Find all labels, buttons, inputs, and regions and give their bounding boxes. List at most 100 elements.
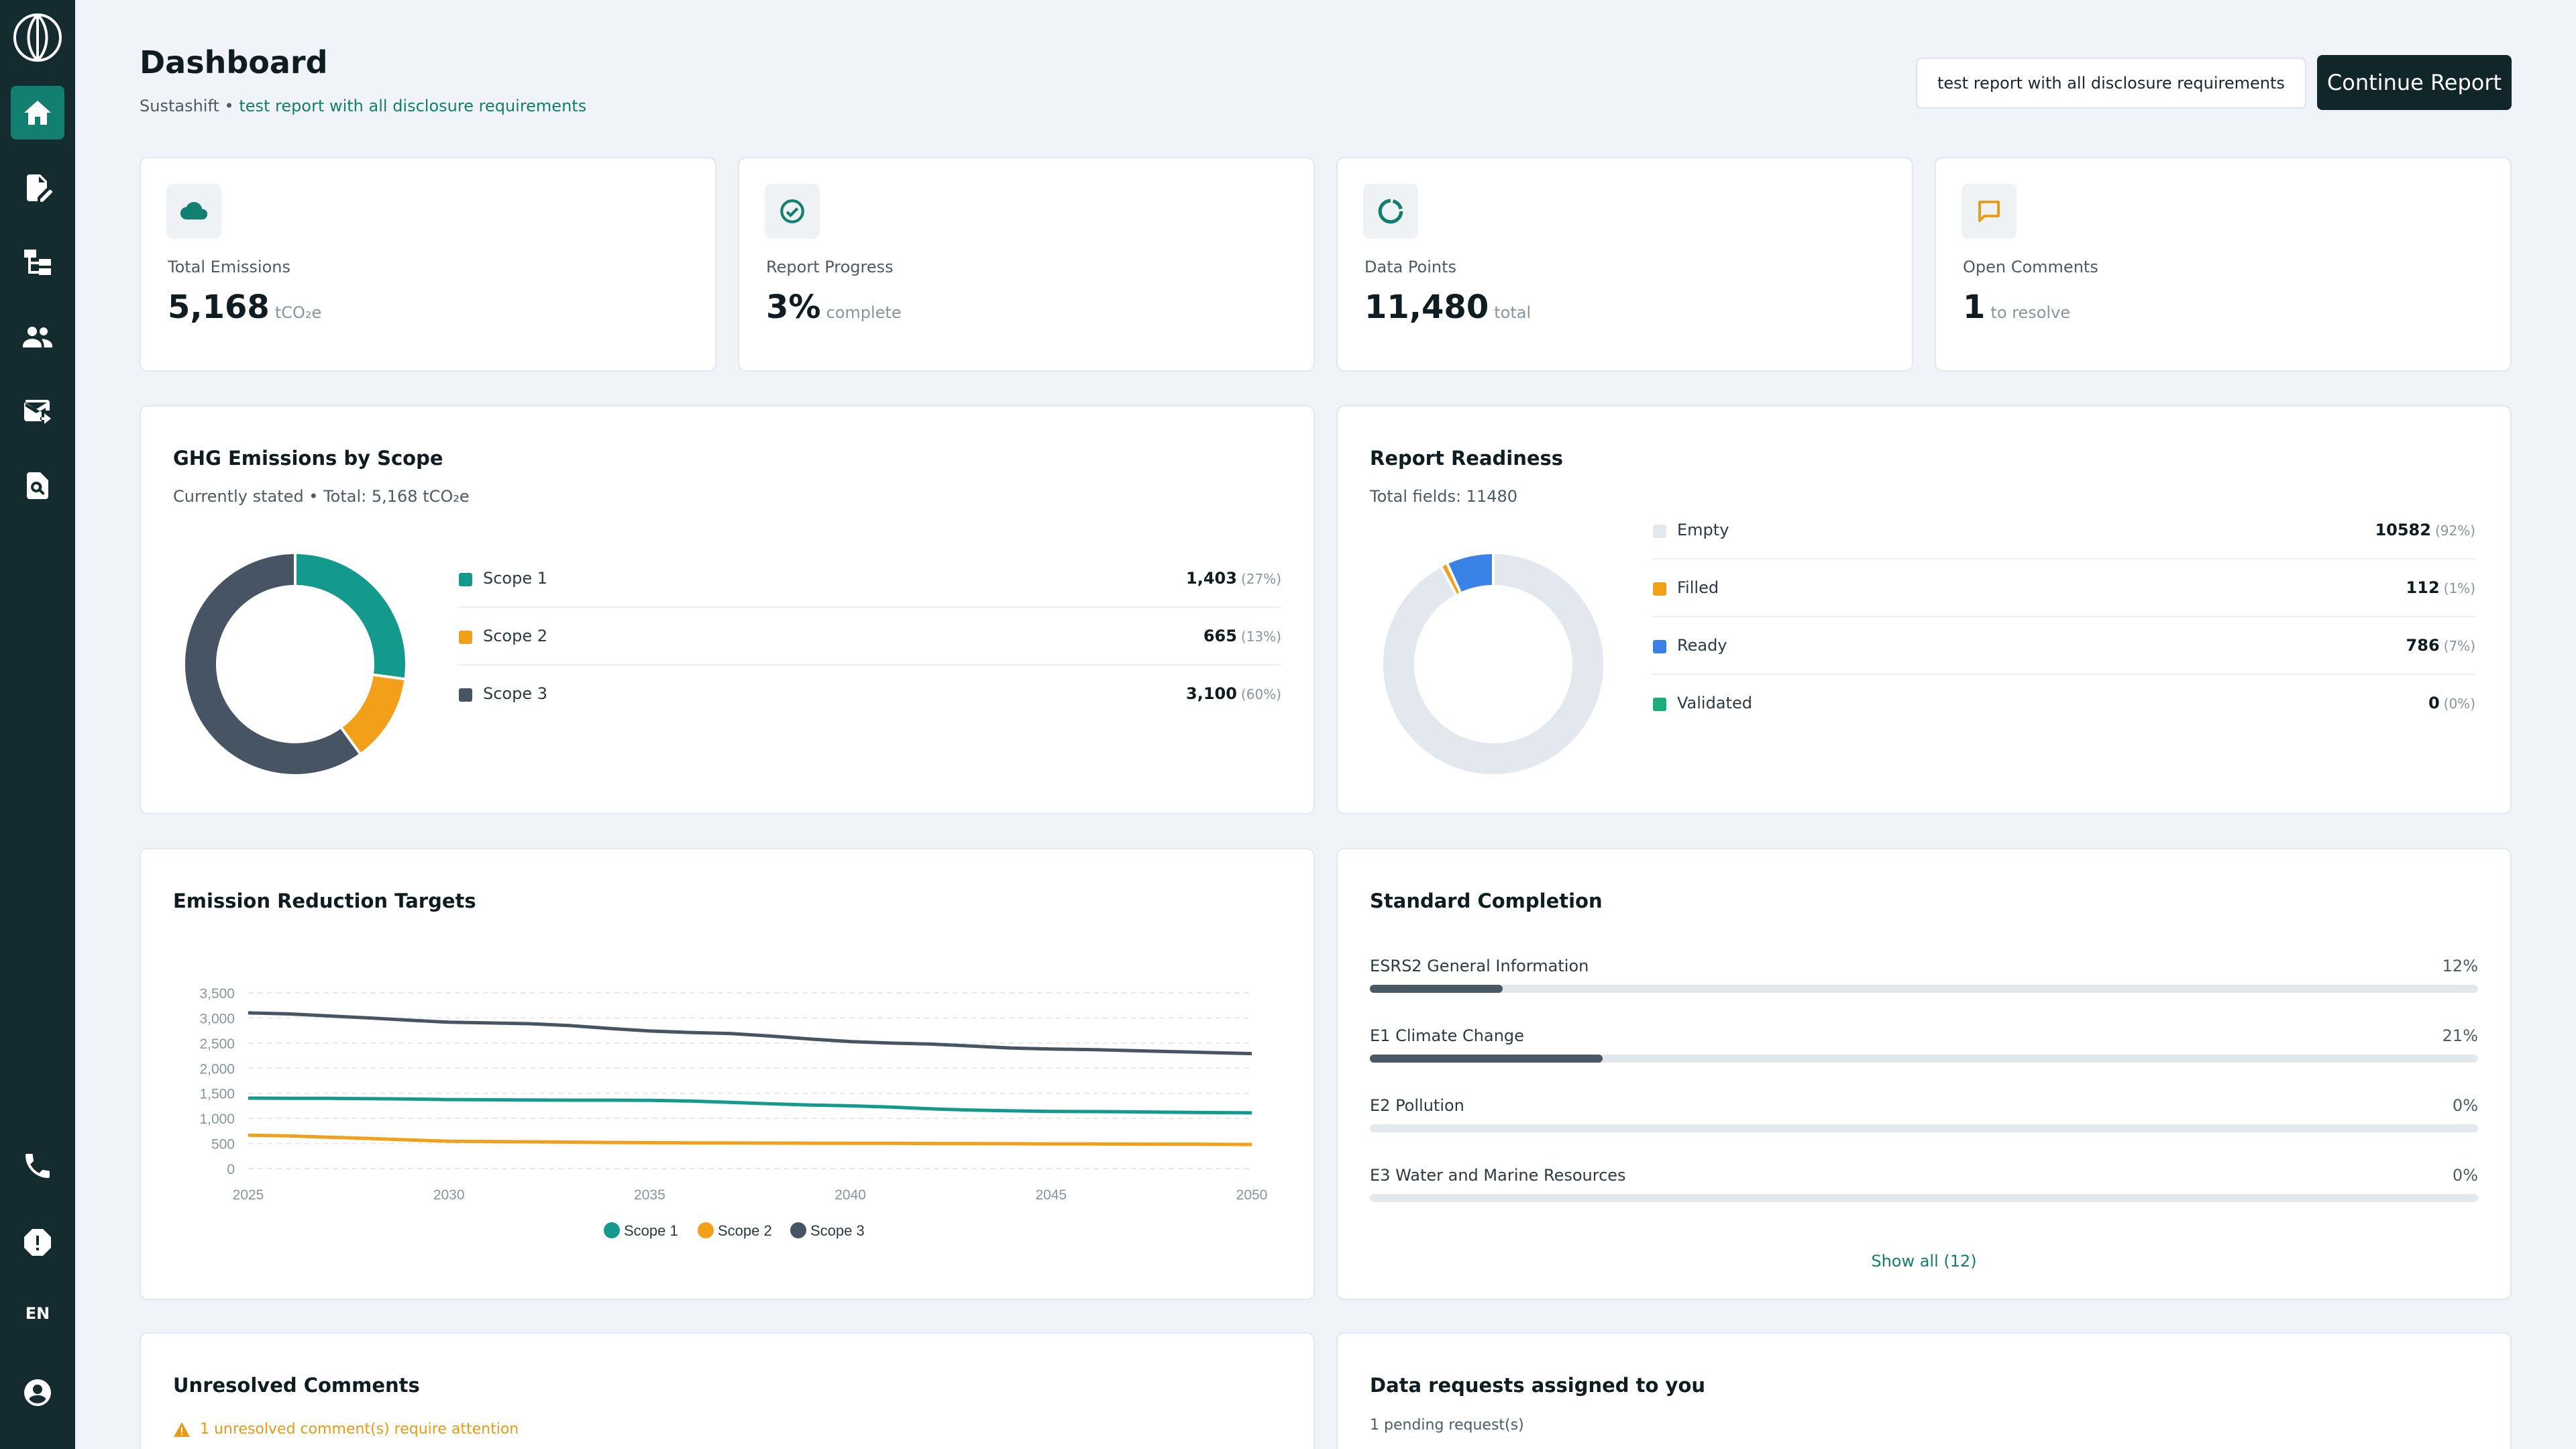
legend-value: 10582 (92%) <box>2375 521 2475 539</box>
continue-report-button[interactable]: Continue Report <box>2317 55 2512 110</box>
ghg-donut-chart <box>185 553 405 774</box>
sidebar-item-home[interactable] <box>11 86 64 140</box>
alert-icon <box>24 1229 51 1256</box>
legend-row-validated: Validated 0 (0%) <box>1652 675 2475 733</box>
legend-swatch <box>1653 582 1666 596</box>
stat-value: 3% complete <box>766 288 902 326</box>
page-title: Dashboard <box>140 44 328 80</box>
sidebar-item-alerts[interactable] <box>11 1216 64 1269</box>
show-all-link[interactable]: Show all (12) <box>1871 1252 1977 1271</box>
card-subtitle: Total fields: 11480 <box>1370 487 1518 506</box>
stat-value: 11,480 total <box>1364 288 1532 326</box>
stat-unit: to resolve <box>1990 303 2071 322</box>
stat-value: 5,168 tCO₂e <box>168 288 322 326</box>
report-select[interactable]: test report with all disclosure requirem… <box>1916 58 2306 109</box>
series-line-scope-3 <box>248 1011 1252 1056</box>
progress-track <box>1370 985 2478 993</box>
comment-icon <box>1962 184 2017 239</box>
stat-label: Data Points <box>1364 258 1457 276</box>
legend-label: Scope 1 <box>624 1222 678 1239</box>
x-tick-label: 2040 <box>835 1187 866 1203</box>
y-tick-label: 3,500 <box>199 986 235 1002</box>
legend-swatch <box>459 631 472 644</box>
legend-label: Scope 3 <box>810 1222 865 1239</box>
stat-label: Total Emissions <box>168 258 290 276</box>
stat-unit: complete <box>826 303 902 322</box>
ghg-separator <box>340 727 362 755</box>
stat-card-data-points: Data Points 11,480 total <box>1336 157 1913 372</box>
series-line-scope-1 <box>248 1096 1252 1115</box>
progress-fill <box>1370 985 1503 993</box>
readiness-separator <box>1446 563 1462 594</box>
chart-legend-item[interactable]: Scope 2 <box>698 1222 772 1239</box>
account-icon <box>24 1379 51 1406</box>
legend-name: Empty <box>1677 521 1729 539</box>
card-title: Standard Completion <box>1370 890 1603 912</box>
sidebar-item-account[interactable] <box>11 1366 64 1419</box>
standard-row[interactable]: E2 Pollution 0% <box>1370 1096 2478 1150</box>
language-switcher[interactable]: EN <box>25 1304 50 1323</box>
legend-row-ready: Ready 786 (7%) <box>1652 617 2475 675</box>
chart-legend-item[interactable]: Scope 3 <box>790 1222 865 1239</box>
stat-card-open-comments: Open Comments 1 to resolve <box>1935 157 2512 372</box>
x-tick-label: 2035 <box>634 1187 665 1203</box>
y-tick-label: 1,000 <box>199 1112 235 1127</box>
x-tick-label: 2045 <box>1035 1187 1067 1203</box>
legend-name: Ready <box>1677 636 1727 655</box>
x-tick-label: 2025 <box>233 1187 264 1203</box>
sidebar-item-users[interactable] <box>11 310 64 364</box>
standard-name: ESRS2 General Information <box>1370 957 1589 975</box>
card-title: Data requests assigned to you <box>1370 1374 1706 1397</box>
card-title: Report Readiness <box>1370 447 1564 470</box>
chart-legend-item[interactable]: Scope 1 <box>604 1222 678 1239</box>
legend-name: Scope 1 <box>483 569 548 588</box>
standard-pct: 0% <box>2452 1166 2478 1185</box>
standard-row[interactable]: E3 Water and Marine Resources 0% <box>1370 1166 2478 1220</box>
sidebar-item-structure[interactable] <box>11 235 64 288</box>
standard-pct: 0% <box>2452 1096 2478 1115</box>
emission-targets-line-chart: 3,500 3,000 2,500 2,000 1,500 1,000 500 0 2025 20… <box>199 986 1267 1239</box>
legend-value: 3,100 (60%) <box>1186 684 1281 703</box>
y-tick-label: 500 <box>211 1137 235 1152</box>
logo-icon[interactable] <box>11 11 64 64</box>
readiness-donut-chart <box>1383 553 1603 774</box>
sidebar: EN <box>0 0 75 1449</box>
progress-track <box>1370 1124 2478 1132</box>
standard-row[interactable]: E1 Climate Change 21% <box>1370 1026 2478 1080</box>
standard-row[interactable]: ESRS2 General Information 12% <box>1370 957 2478 1010</box>
standard-name: E2 Pollution <box>1370 1096 1464 1115</box>
legend-swatch <box>1653 640 1666 653</box>
stat-label: Report Progress <box>766 258 894 276</box>
y-tick-label: 2,500 <box>199 1036 235 1052</box>
sidebar-item-requests[interactable] <box>11 384 64 437</box>
legend-name: Filled <box>1677 578 1719 597</box>
data-requests-card: Data requests assigned to you 1 pending … <box>1336 1332 2512 1449</box>
cloud-icon <box>166 184 221 239</box>
warning-text: 1 unresolved comment(s) require attentio… <box>200 1421 519 1438</box>
legend-label: Scope 2 <box>718 1222 772 1239</box>
x-tick-label: 2030 <box>433 1187 465 1203</box>
legend-marker <box>790 1222 806 1238</box>
home-icon <box>24 101 51 125</box>
standard-completion-card: Standard Completion ESRS2 General Inform… <box>1336 848 2512 1300</box>
forward-mail-icon <box>24 400 51 424</box>
unresolved-comments-card: Unresolved Comments 1 unresolved comment… <box>140 1332 1315 1449</box>
report-link[interactable]: test report with all disclosure requirem… <box>239 97 587 115</box>
card-title: Unresolved Comments <box>173 1374 420 1397</box>
legend-value: 786 (7%) <box>2406 636 2475 655</box>
legend-row-scope2: Scope 2 665 (13%) <box>458 608 1281 665</box>
legend-swatch <box>459 573 472 586</box>
stat-unit: tCO₂e <box>274 303 322 322</box>
legend-swatch <box>459 688 472 702</box>
sidebar-item-phone[interactable] <box>11 1139 64 1193</box>
legend-row-scope3: Scope 3 3,100 (60%) <box>458 665 1281 723</box>
y-tick-label: 2,000 <box>199 1061 235 1077</box>
sidebar-item-reports[interactable] <box>11 161 64 215</box>
y-tick-label: 3,000 <box>199 1011 235 1026</box>
legend-name: Scope 3 <box>483 684 548 703</box>
sidebar-item-review[interactable] <box>11 459 64 513</box>
stat-value: 1 to resolve <box>1963 288 2071 326</box>
legend-name: Validated <box>1677 694 1752 712</box>
readiness-slice-0 <box>1383 554 1603 774</box>
legend-value: 1,403 (27%) <box>1186 569 1281 588</box>
